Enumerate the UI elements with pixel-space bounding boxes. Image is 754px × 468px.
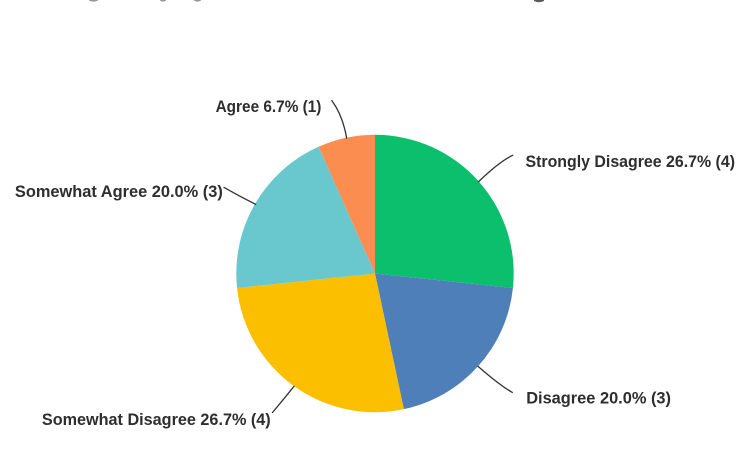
svg-text:Disagree 20.0% (3): Disagree 20.0% (3) bbox=[526, 389, 671, 408]
svg-text:Somewhat Disagree 26.7% (4): Somewhat Disagree 26.7% (4) bbox=[42, 410, 271, 429]
svg-text:Strongly Disagree 26.7% (4): Strongly Disagree 26.7% (4) bbox=[526, 152, 736, 171]
svg-text:Agree 6.7% (1): Agree 6.7% (1) bbox=[216, 97, 322, 116]
svg-text:Somewhat Agree 20.0% (3): Somewhat Agree 20.0% (3) bbox=[15, 182, 223, 201]
